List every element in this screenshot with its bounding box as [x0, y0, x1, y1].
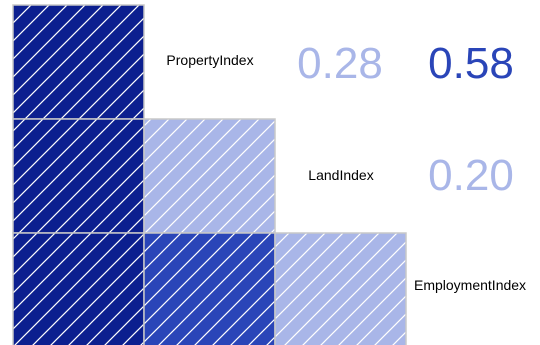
cell-hatch [143, 118, 276, 234]
variable-label-EmploymentIndex: EmploymentIndex [414, 277, 526, 293]
correlation-value-PropertyIndex-LandIndex: 0.28 [297, 39, 383, 88]
matrix-cell-LandIndex-LandIndex [143, 118, 276, 234]
matrix-cell-PropertyIndex-PropertyIndex [12, 4, 145, 120]
cell-hatch [12, 232, 145, 345]
cell-hatch [143, 232, 276, 345]
correlation-values: 0.28 0.58 0.20 [297, 39, 514, 200]
variable-label-LandIndex: LandIndex [308, 167, 373, 183]
cell-hatch [274, 232, 407, 345]
cell-hatch [12, 4, 145, 120]
correlation-value-PropertyIndex-EmploymentIndex: 0.58 [428, 39, 514, 88]
variable-labels: PropertyIndex LandIndex EmploymentIndex [166, 52, 526, 293]
matrix-cell-EmploymentIndex-EmploymentIndex [274, 232, 407, 345]
matrix-cell-LandIndex-PropertyIndex [12, 118, 145, 234]
cell-hatch [12, 118, 145, 234]
matrix-cell-EmploymentIndex-LandIndex [143, 232, 276, 345]
variable-label-PropertyIndex: PropertyIndex [166, 52, 253, 68]
matrix-cell-EmploymentIndex-PropertyIndex [12, 232, 145, 345]
correlation-value-LandIndex-EmploymentIndex: 0.20 [428, 151, 514, 200]
matrix-cells [12, 4, 407, 345]
